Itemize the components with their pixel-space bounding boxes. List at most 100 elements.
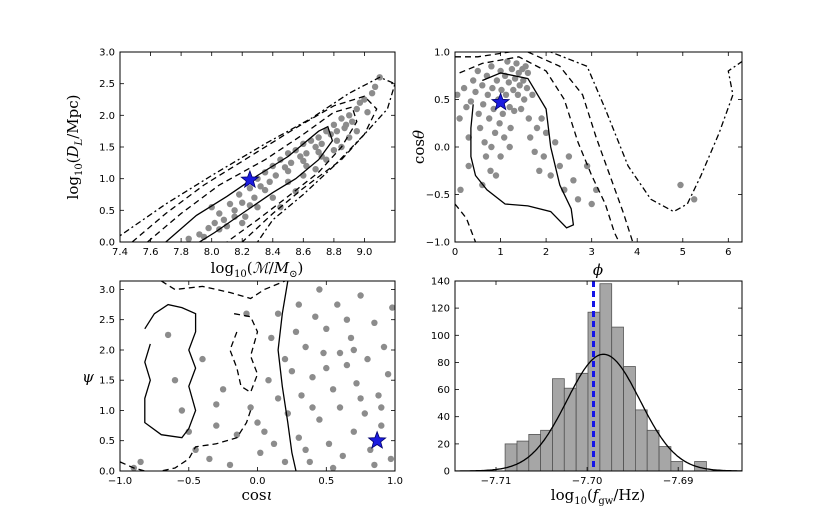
true-value-star xyxy=(369,432,386,448)
sample-point xyxy=(536,168,542,174)
sample-point xyxy=(479,82,485,88)
sample-point xyxy=(532,149,538,155)
sample-point xyxy=(206,456,212,462)
sample-point xyxy=(285,168,291,174)
contour-dashed xyxy=(230,314,258,393)
sample-point xyxy=(323,326,329,332)
sample-point xyxy=(349,119,355,125)
sample-point xyxy=(493,172,499,178)
sample-point xyxy=(538,115,544,121)
sample-point xyxy=(522,63,528,69)
sample-point xyxy=(302,447,308,453)
sample-point xyxy=(506,79,512,85)
sample-point xyxy=(212,220,218,226)
sample-point xyxy=(470,77,476,83)
sample-point xyxy=(247,404,253,410)
contour-dashed xyxy=(455,52,510,57)
y-axis-label: log10(DL/Mpc) xyxy=(64,95,85,200)
sample-point xyxy=(186,236,192,242)
y-tick-label: 40 xyxy=(437,412,450,423)
x-tick-label: 8.0 xyxy=(204,247,220,258)
panel-sky-position: 0 1 2 3 4 5 6−1.0−0.50.00.51.0 ϕ cosθ xyxy=(410,48,742,280)
sample-point xyxy=(340,453,346,459)
histogram-bar xyxy=(659,447,671,471)
sample-point xyxy=(227,462,233,468)
sample-point xyxy=(457,187,463,193)
sample-point xyxy=(179,407,185,413)
y-tick-label: 0.5 xyxy=(99,436,115,447)
sample-point xyxy=(320,350,326,356)
sample-point xyxy=(302,344,308,350)
histogram-bar xyxy=(647,430,659,471)
sample-point xyxy=(378,404,384,410)
sample-point xyxy=(282,459,288,465)
x-tick-label: 8.2 xyxy=(234,247,250,258)
sample-point xyxy=(362,410,368,416)
panel-orientation: −1.0 −0.5 0.0 0.5 1.0 0.0 0.5 1.0 1.5 2.0 2.5 3.0 c… xyxy=(82,281,403,504)
x-tick-label: 8.8 xyxy=(326,247,342,258)
y-tick-label: −1.0 xyxy=(426,238,450,249)
y-tick-label: 0.0 xyxy=(99,238,115,249)
sample-point xyxy=(487,168,493,174)
x-axis-label: log10(ℳ/M⊙) xyxy=(211,259,304,280)
sample-point xyxy=(492,130,498,136)
sample-point xyxy=(309,374,315,380)
y-tick-label: 1.5 xyxy=(99,376,115,387)
histogram-bar xyxy=(576,373,588,471)
sample-point xyxy=(529,92,535,98)
sample-point xyxy=(236,191,242,197)
sample-point xyxy=(357,395,363,401)
contour-dashed xyxy=(161,411,250,472)
sample-point xyxy=(500,111,506,117)
sample-point xyxy=(548,172,554,178)
sample-point xyxy=(575,196,581,202)
sample-point xyxy=(247,185,253,191)
histogram-bar xyxy=(517,441,529,471)
x-tick-label: 8.6 xyxy=(295,247,311,258)
histogram-bar xyxy=(612,327,624,471)
sample-point xyxy=(466,163,472,169)
sample-point xyxy=(338,115,344,121)
sample-point xyxy=(257,450,263,456)
histogram-bar xyxy=(600,284,612,471)
y-tick-label: 0.5 xyxy=(434,95,450,106)
sample-point xyxy=(388,456,394,462)
sample-point xyxy=(343,122,349,128)
sample-point xyxy=(316,286,322,292)
sample-point xyxy=(488,63,494,69)
sample-point xyxy=(326,441,332,447)
y-tick-label: 100 xyxy=(431,331,450,342)
sample-point xyxy=(378,422,384,428)
sample-point xyxy=(275,395,281,401)
sample-point xyxy=(364,356,370,362)
sample-point xyxy=(344,362,350,368)
sample-point xyxy=(315,149,321,155)
x-tick-label: 0 xyxy=(452,247,458,258)
sample-point xyxy=(213,422,219,428)
sample-point xyxy=(213,401,219,407)
y-axis-label: ψ xyxy=(82,368,94,386)
sample-point xyxy=(503,92,509,98)
sample-point xyxy=(275,311,281,317)
contour-solid xyxy=(278,281,296,471)
y-tick-label: 2.5 xyxy=(99,79,115,90)
sample-point xyxy=(526,115,532,121)
sample-point xyxy=(273,172,279,178)
sample-point xyxy=(461,85,467,91)
histogram-bar xyxy=(564,388,576,471)
sample-point xyxy=(486,115,492,121)
sample-point xyxy=(494,77,500,83)
sample-point xyxy=(309,404,315,410)
sample-point xyxy=(351,429,357,435)
sample-point xyxy=(476,111,482,117)
sample-point xyxy=(288,160,294,166)
x-tick-label: 1 xyxy=(497,247,503,258)
sample-point xyxy=(472,89,478,95)
plot-frame xyxy=(120,52,395,242)
x-axis-label: ϕ xyxy=(593,261,603,279)
sample-point xyxy=(220,386,226,392)
x-tick-label: 5 xyxy=(680,247,686,258)
sample-point xyxy=(510,87,516,93)
sample-point xyxy=(262,187,268,193)
sample-point xyxy=(293,329,299,335)
